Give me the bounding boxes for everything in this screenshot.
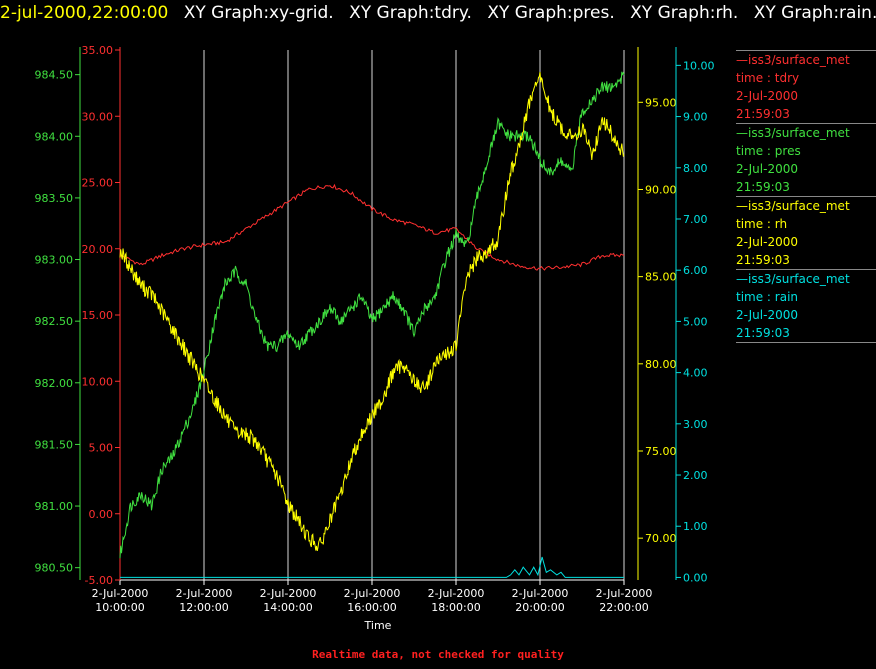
series-line-rain [120,556,624,578]
tdry-y-tick-label-5: 20.00 [82,243,114,256]
pres-y-tick-label-6: 983.50 [35,192,74,205]
legend-entry-tdry-time: 21:59:03 [736,107,790,121]
rh-y-tick-label-3: 85.00 [645,271,677,284]
rain-y-tick-label-10: 10.00 [683,59,715,72]
legend-entry-rain-name: —iss3/surface_met [736,272,850,286]
legend-entry-pres-time: 21:59:03 [736,180,790,194]
x-tick-label-time-5: 20:00:00 [515,601,564,614]
pres-y-tick-label-0: 980.50 [35,562,74,575]
rain-y-tick-label-8: 8.00 [683,162,708,175]
x-tick-label-time-4: 18:00:00 [431,601,480,614]
legend-entry-pres[interactable]: —iss3/surface_met time : pres 2-Jul-2000… [736,123,876,196]
rain-y-tick-label-3: 3.00 [683,418,708,431]
rh-y-tick-label-1: 75.00 [645,445,677,458]
rain-y-tick-label-6: 6.00 [683,264,708,277]
pres-y-tick-label-8: 984.50 [35,69,74,82]
legend-entry-tdry[interactable]: —iss3/surface_met time : tdry 2-Jul-2000… [736,50,876,123]
x-tick-label-time-2: 14:00:00 [263,601,312,614]
series-line-tdry [119,183,625,271]
x-tick-label-date-6: 2-Jul-2000 [596,587,653,600]
rh-y-tick-label-2: 80.00 [645,358,677,371]
header-timestamp: 2-jul-2000,22:00:00 [0,3,169,23]
header-graph-xy-grid: XY Graph:xy-grid. [183,3,334,23]
x-tick-label-time-3: 16:00:00 [347,601,396,614]
tdry-y-tick-label-6: 25.00 [82,177,114,190]
series-line-rh [119,71,625,551]
legend-entry-rh-field: time : rh [736,217,788,231]
tdry-y-tick-label-2: 5.00 [89,442,114,455]
pres-y-tick-label-5: 983.00 [35,254,74,267]
x-tick-label-date-4: 2-Jul-2000 [428,587,485,600]
rh-y-tick-label-5: 95.00 [645,96,677,109]
pres-y-tick-label-3: 982.00 [35,377,74,390]
x-tick-label-time-1: 12:00:00 [179,601,228,614]
x-tick-label-date-1: 2-Jul-2000 [176,587,233,600]
rain-y-tick-label-4: 4.00 [683,367,708,380]
legend-entry-rain-time: 21:59:03 [736,326,790,340]
legend-entry-rh-date: 2-Jul-2000 [736,235,798,249]
header-graph-rh: XY Graph:rh. [630,3,739,23]
legend: —iss3/surface_met time : tdry 2-Jul-2000… [736,50,876,343]
legend-entry-rh[interactable]: —iss3/surface_met time : rh 2-Jul-2000 2… [736,196,876,269]
rain-y-tick-label-9: 9.00 [683,111,708,124]
pres-y-tick-label-2: 981.50 [35,438,74,451]
tdry-y-tick-label-0: -5.00 [85,574,113,587]
header-bar: 2-jul-2000,22:00:00 XY Graph:xy-grid. XY… [0,2,876,26]
rh-y-tick-label-0: 70.00 [645,532,677,545]
pres-y-tick-label-7: 984.00 [35,130,74,143]
legend-entry-pres-date: 2-Jul-2000 [736,162,798,176]
pres-y-tick-label-1: 981.00 [35,500,74,513]
legend-entry-tdry-date: 2-Jul-2000 [736,89,798,103]
legend-entry-rh-time: 21:59:03 [736,253,790,267]
x-tick-label-date-5: 2-Jul-2000 [512,587,569,600]
rain-y-tick-label-2: 2.00 [683,469,708,482]
x-tick-label-date-0: 2-Jul-2000 [92,587,149,600]
header-graph-tdry: XY Graph:tdry. [349,3,472,23]
rain-y-tick-label-5: 5.00 [683,315,708,328]
tdry-y-tick-label-1: 0.00 [89,508,114,521]
x-tick-label-date-2: 2-Jul-2000 [260,587,317,600]
tdry-y-tick-label-7: 30.00 [82,110,114,123]
x-tick-label-date-3: 2-Jul-2000 [344,587,401,600]
legend-entry-tdry-field: time : tdry [736,71,800,85]
rain-y-tick-label-1: 1.00 [683,520,708,533]
header-graph-rain: XY Graph:rain. [753,3,876,23]
legend-entry-rain[interactable]: —iss3/surface_met time : rain 2-Jul-2000… [736,269,876,343]
legend-entry-pres-name: —iss3/surface_met [736,126,850,140]
rain-y-tick-label-7: 7.00 [683,213,708,226]
legend-entry-tdry-name: —iss3/surface_met [736,53,850,67]
x-axis-label: Time [364,619,392,632]
x-tick-label-time-6: 22:00:00 [599,601,648,614]
legend-entry-pres-field: time : pres [736,144,801,158]
rh-y-tick-label-4: 90.00 [645,183,677,196]
header-graph-pres: XY Graph:pres. [487,3,615,23]
legend-entry-rain-field: time : rain [736,290,799,304]
tdry-y-tick-label-8: 35.00 [82,44,114,57]
rain-y-tick-label-0: 0.00 [683,571,708,584]
x-tick-label-time-0: 10:00:00 [95,601,144,614]
legend-entry-rain-date: 2-Jul-2000 [736,308,798,322]
legend-entry-rh-name: —iss3/surface_met [736,199,850,213]
series-line-pres [119,71,625,559]
quality-notice: Realtime data, not checked for quality [312,648,564,661]
tdry-y-tick-label-3: 10.00 [82,375,114,388]
tdry-y-tick-label-4: 15.00 [82,309,114,322]
pres-y-tick-label-4: 982.50 [35,315,74,328]
